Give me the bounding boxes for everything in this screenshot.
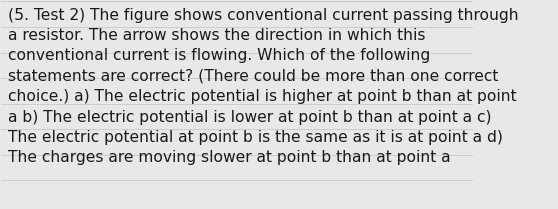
Text: (5. Test 2) The figure shows conventional current passing through
a resistor. Th: (5. Test 2) The figure shows conventiona… [7, 8, 518, 165]
